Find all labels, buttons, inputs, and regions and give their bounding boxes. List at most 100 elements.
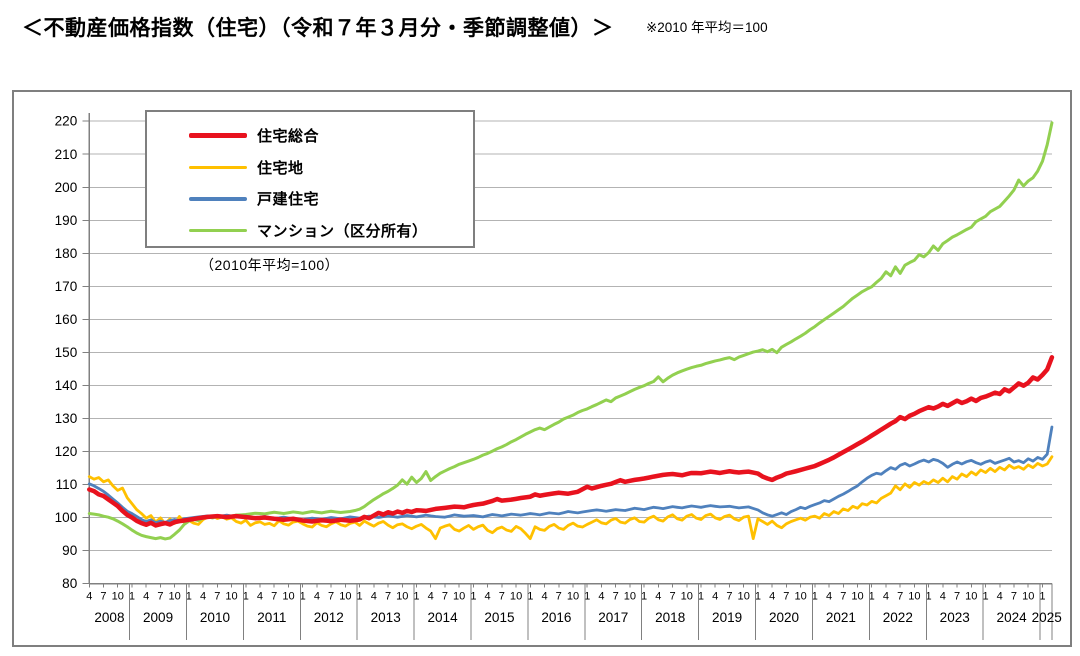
y-axis-label-190: 190 bbox=[55, 213, 78, 228]
month-label: 1 bbox=[584, 591, 590, 603]
month-label: 1 bbox=[129, 591, 135, 603]
month-label: 4 bbox=[598, 591, 604, 603]
month-label: 1 bbox=[300, 591, 306, 603]
month-label: 4 bbox=[257, 591, 263, 603]
legend-label-mansion: マンション（区分所有） bbox=[257, 222, 428, 240]
month-label: 10 bbox=[794, 591, 806, 603]
y-axis-label-80: 80 bbox=[62, 576, 78, 591]
month-label: 10 bbox=[681, 591, 693, 603]
year-label-2008: 2008 bbox=[94, 610, 124, 625]
month-label: 4 bbox=[485, 591, 491, 603]
page-title: ＜不動産価格指数（住宅）（令和７年３月分・季節調整値）＞ bbox=[22, 17, 614, 40]
month-label: 7 bbox=[613, 591, 619, 603]
month-label: 10 bbox=[225, 591, 237, 603]
y-axis-label-110: 110 bbox=[56, 477, 78, 492]
legend-item-sougou: 住宅総合 bbox=[189, 125, 473, 146]
chart-frame: 80 90 100 110 120 130 140 150 160 170 180 190 200 210… bbox=[12, 90, 1072, 647]
legend-line-sougou-icon bbox=[189, 133, 247, 139]
chart-legend: 住宅総合 住宅地 戸建住宅 マンション（区分所有） bbox=[145, 110, 475, 248]
month-label: 7 bbox=[271, 591, 277, 603]
month-label: 7 bbox=[954, 591, 960, 603]
month-label: 4 bbox=[371, 591, 377, 603]
y-axis-label-170: 170 bbox=[55, 279, 78, 294]
y-axis-label-90: 90 bbox=[62, 543, 78, 558]
month-label: 7 bbox=[328, 591, 334, 603]
month-label: 1 bbox=[527, 591, 533, 603]
month-label: 7 bbox=[499, 591, 505, 603]
y-axis-label-140: 140 bbox=[55, 378, 78, 393]
legend-line-kodate-icon bbox=[189, 197, 247, 201]
month-label: 10 bbox=[396, 591, 408, 603]
month-label: 7 bbox=[100, 591, 106, 603]
month-label: 1 bbox=[698, 591, 704, 603]
month-label: 1 bbox=[812, 591, 818, 603]
month-label: 4 bbox=[712, 591, 718, 603]
legend-line-jutakuchi-icon bbox=[189, 165, 247, 169]
month-label: 7 bbox=[157, 591, 163, 603]
year-label-2009: 2009 bbox=[143, 610, 173, 625]
month-label: 1 bbox=[755, 591, 761, 603]
year-label-2010: 2010 bbox=[200, 610, 231, 625]
year-label-2012: 2012 bbox=[314, 610, 344, 625]
year-label-2019: 2019 bbox=[712, 610, 742, 625]
month-label: 1 bbox=[357, 591, 363, 603]
month-label: 7 bbox=[783, 591, 789, 603]
month-label: 10 bbox=[738, 591, 750, 603]
month-label: 4 bbox=[883, 591, 889, 603]
month-label: 1 bbox=[413, 591, 419, 603]
month-label: 10 bbox=[908, 591, 920, 603]
year-label-2021: 2021 bbox=[826, 610, 856, 625]
month-label: 10 bbox=[339, 591, 351, 603]
year-label-2016: 2016 bbox=[541, 610, 571, 625]
year-label-2011: 2011 bbox=[257, 610, 286, 625]
series-line-0 bbox=[87, 355, 1055, 528]
series-line-1 bbox=[87, 455, 1054, 541]
year-label-2014: 2014 bbox=[428, 610, 459, 625]
legend-label-sougou: 住宅総合 bbox=[257, 128, 320, 146]
month-label: 4 bbox=[541, 591, 547, 603]
y-axis-label-120: 120 bbox=[55, 444, 78, 459]
month-label: 10 bbox=[624, 591, 636, 603]
month-label: 1 bbox=[926, 591, 932, 603]
month-label: 7 bbox=[669, 591, 675, 603]
month-label: 1 bbox=[470, 591, 476, 603]
year-label-2018: 2018 bbox=[655, 610, 685, 625]
year-label-2015: 2015 bbox=[484, 610, 514, 625]
title-row: ＜不動産価格指数（住宅）（令和７年３月分・季節調整値）＞ ※2010 年平均＝1… bbox=[22, 12, 768, 42]
series-line-3 bbox=[87, 121, 1054, 541]
month-label: 1 bbox=[186, 591, 192, 603]
legend-item-mansion: マンション（区分所有） bbox=[189, 220, 473, 241]
legend-item-kodate: 戸建住宅 bbox=[189, 188, 473, 209]
month-label: 10 bbox=[112, 591, 124, 603]
month-label: 4 bbox=[200, 591, 206, 603]
month-label: 10 bbox=[567, 591, 579, 603]
legend-line-mansion-icon bbox=[189, 228, 247, 232]
year-label-2020: 2020 bbox=[769, 610, 800, 625]
title-note: ※2010 年平均＝100 bbox=[645, 20, 768, 35]
month-label: 4 bbox=[428, 591, 434, 603]
year-label-2022: 2022 bbox=[883, 610, 913, 625]
month-label: 7 bbox=[726, 591, 732, 603]
month-label: 7 bbox=[1011, 591, 1017, 603]
year-label-2025: 2025 bbox=[1032, 610, 1062, 625]
month-label: 1 bbox=[982, 591, 988, 603]
legend-label-kodate: 戸建住宅 bbox=[257, 191, 320, 209]
month-label: 4 bbox=[997, 591, 1003, 603]
month-label: 10 bbox=[965, 591, 977, 603]
legend-item-jutakuchi: 住宅地 bbox=[189, 157, 473, 178]
legend-label-jutakuchi: 住宅地 bbox=[257, 159, 304, 177]
month-label: 7 bbox=[556, 591, 562, 603]
month-label: 10 bbox=[510, 591, 522, 603]
month-label: 1 bbox=[243, 591, 249, 603]
y-axis-label-180: 180 bbox=[55, 246, 78, 261]
y-axis-label-150: 150 bbox=[55, 345, 78, 360]
month-label: 10 bbox=[851, 591, 863, 603]
y-axis-label-160: 160 bbox=[55, 312, 78, 327]
month-label: 7 bbox=[385, 591, 391, 603]
month-label: 7 bbox=[442, 591, 448, 603]
month-label: 4 bbox=[655, 591, 661, 603]
month-label: 4 bbox=[143, 591, 149, 603]
month-label: 10 bbox=[453, 591, 465, 603]
chart-caption: （2010年平均=100） bbox=[200, 257, 340, 273]
